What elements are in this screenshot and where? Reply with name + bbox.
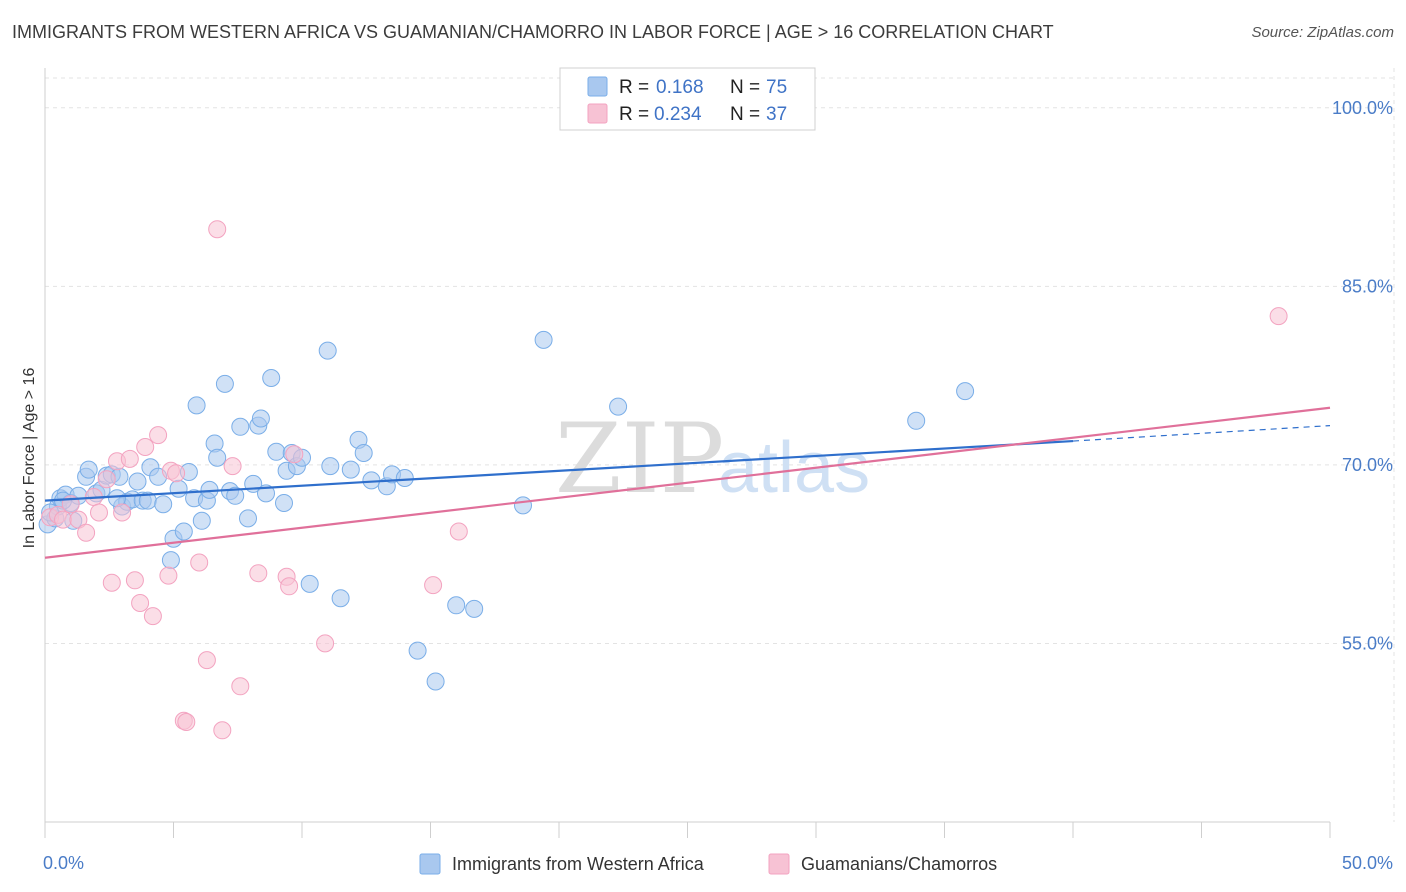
point-western-africa-55: [341, 460, 360, 479]
point-guamanian-7: [90, 503, 108, 522]
x-tick-label-1: 50.0%: [1342, 853, 1393, 873]
point-western-africa-26: [174, 522, 193, 541]
point-guamanian-17: [149, 426, 168, 445]
point-guamanian-23: [190, 553, 209, 572]
point-western-africa-67: [534, 330, 553, 349]
point-guamanian-19: [159, 566, 178, 585]
legend-n-label-1: N =: [730, 77, 760, 98]
axes: [44, 68, 1331, 838]
point-guamanian-34: [424, 576, 443, 595]
trend-line-western-africa: [44, 439, 1074, 502]
point-western-africa-25: [169, 479, 188, 498]
point-western-africa-57: [354, 444, 373, 462]
point-guamanian-5: [77, 523, 96, 542]
legend-n-label-2: N =: [730, 104, 760, 125]
point-western-africa-66: [514, 496, 532, 515]
legend-n-value-1: 75: [766, 77, 787, 98]
point-western-africa-34: [208, 448, 227, 467]
point-guamanian-13: [125, 571, 144, 590]
point-western-africa-51: [300, 574, 319, 593]
point-guamanian-11: [113, 503, 132, 522]
point-guamanian-14: [131, 594, 150, 612]
point-guamanian-12: [120, 449, 139, 468]
watermark: ZIP atlas: [555, 403, 870, 515]
point-western-africa-52: [318, 341, 337, 360]
point-guamanian-36: [1269, 307, 1288, 326]
legend-n-value-2: 37: [766, 104, 787, 125]
point-guamanian-20: [167, 464, 186, 483]
point-western-africa-74: [161, 551, 180, 570]
point-western-africa-45: [267, 442, 286, 461]
point-guamanian-2: [54, 510, 72, 529]
point-guamanian-15: [136, 438, 155, 456]
point-guamanian-22: [177, 713, 196, 731]
chart-source: Source: ZipAtlas.com: [1251, 24, 1394, 41]
point-western-africa-64: [447, 596, 466, 615]
point-western-africa-53: [321, 457, 340, 476]
point-western-africa-70: [956, 382, 975, 401]
point-western-africa-43: [257, 484, 275, 503]
point-western-africa-69: [907, 411, 926, 430]
point-guamanian-29: [249, 564, 268, 583]
point-guamanian-25: [208, 220, 227, 239]
point-western-africa-9: [79, 460, 98, 479]
point-western-africa-39: [239, 509, 257, 528]
legend: R = 0.168 N = 75 R = 0.234 N = 37: [559, 67, 816, 131]
point-western-africa-68: [609, 397, 628, 416]
point-western-africa-65: [465, 599, 484, 618]
point-western-africa-37: [226, 486, 245, 505]
point-western-africa-61: [395, 469, 414, 487]
legend-swatch-blue: [587, 76, 608, 97]
point-guamanian-9: [102, 573, 121, 592]
legend-r-value-1: 0.168: [656, 77, 704, 98]
bottom-legend-swatch-blue: [419, 853, 441, 875]
point-western-africa-23: [154, 495, 173, 514]
watermark-zip: ZIP: [555, 403, 724, 515]
y-tick-label-1: 70.0%: [1342, 455, 1393, 475]
y-axis-label: In Labor Force | Age > 16: [21, 368, 38, 549]
point-western-africa-62: [408, 641, 427, 660]
point-guamanian-35: [449, 522, 468, 541]
y-tick-label-3: 100.0%: [1332, 98, 1393, 118]
point-western-africa-35: [215, 374, 234, 393]
legend-r-value-2: 0.234: [654, 104, 702, 125]
legend-r-label-1: R =: [619, 77, 649, 98]
point-guamanian-26: [213, 721, 232, 740]
point-western-africa-42: [251, 409, 270, 428]
trend-lines: [44, 406, 1331, 559]
point-western-africa-46: [275, 494, 293, 512]
legend-swatch-pink: [587, 103, 608, 124]
point-guamanian-28: [231, 677, 250, 696]
point-guamanian-8: [97, 470, 116, 489]
point-western-africa-44: [262, 369, 281, 387]
trend-line-guamanian: [44, 406, 1331, 559]
y-tick-label-2: 85.0%: [1342, 276, 1393, 296]
point-western-africa-30: [192, 511, 211, 530]
bottom-legend: Immigrants from Western Africa Guamanian…: [419, 853, 997, 875]
point-guamanian-27: [223, 457, 242, 476]
point-guamanian-32: [285, 445, 304, 464]
point-guamanian-16: [143, 607, 162, 626]
bottom-legend-label-pink: Guamanians/Chamorros: [801, 854, 997, 874]
point-western-africa-54: [331, 589, 350, 608]
trend-line-extension-western-africa: [1072, 424, 1331, 442]
chart-title: IMMIGRANTS FROM WESTERN AFRICA VS GUAMAN…: [12, 22, 1054, 42]
legend-r-label-2: R =: [619, 104, 649, 125]
point-western-africa-38: [231, 417, 250, 436]
y-tick-label-0: 55.0%: [1342, 633, 1393, 653]
point-guamanian-31: [280, 577, 299, 596]
point-western-africa-18: [128, 472, 147, 491]
y-axis-label-group: In Labor Force | Age > 16: [21, 368, 38, 549]
bottom-legend-swatch-pink: [768, 853, 790, 875]
point-western-africa-63: [426, 672, 445, 691]
watermark-atlas: atlas: [718, 428, 870, 508]
tick-labels: 55.0% 70.0% 85.0% 100.0% 0.0% 50.0%: [43, 98, 1393, 873]
bottom-legend-label-blue: Immigrants from Western Africa: [452, 854, 705, 874]
point-guamanian-24: [197, 651, 216, 670]
point-western-africa-29: [187, 396, 206, 415]
x-tick-label-0: 0.0%: [43, 853, 84, 873]
point-guamanian-33: [316, 634, 335, 653]
